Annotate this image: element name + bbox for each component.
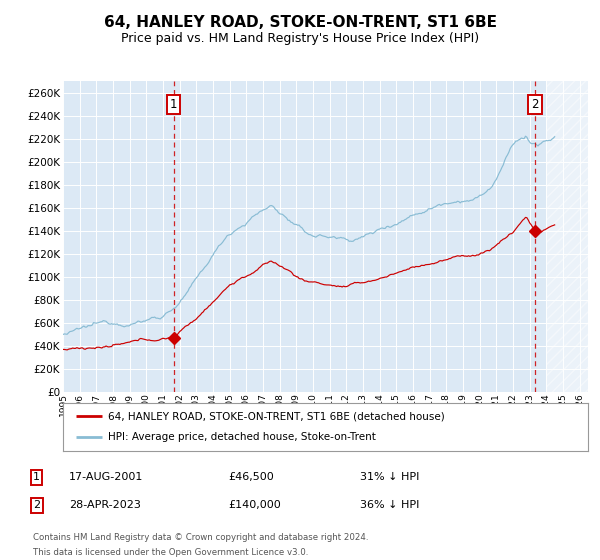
Text: HPI: Average price, detached house, Stoke-on-Trent: HPI: Average price, detached house, Stok… <box>107 432 376 442</box>
Text: 31% ↓ HPI: 31% ↓ HPI <box>360 472 419 482</box>
Text: 36% ↓ HPI: 36% ↓ HPI <box>360 500 419 510</box>
Text: 1: 1 <box>170 98 177 111</box>
Text: 2: 2 <box>33 500 40 510</box>
Text: 1: 1 <box>33 472 40 482</box>
Text: Contains HM Land Registry data © Crown copyright and database right 2024.: Contains HM Land Registry data © Crown c… <box>33 533 368 542</box>
Text: 2: 2 <box>532 98 539 111</box>
Text: 17-AUG-2001: 17-AUG-2001 <box>69 472 143 482</box>
Text: Price paid vs. HM Land Registry's House Price Index (HPI): Price paid vs. HM Land Registry's House … <box>121 32 479 45</box>
Text: £46,500: £46,500 <box>228 472 274 482</box>
Text: 28-APR-2023: 28-APR-2023 <box>69 500 141 510</box>
Text: 64, HANLEY ROAD, STOKE-ON-TRENT, ST1 6BE (detached house): 64, HANLEY ROAD, STOKE-ON-TRENT, ST1 6BE… <box>107 411 445 421</box>
Text: £140,000: £140,000 <box>228 500 281 510</box>
Text: This data is licensed under the Open Government Licence v3.0.: This data is licensed under the Open Gov… <box>33 548 308 557</box>
Bar <box>547 81 600 392</box>
Text: 64, HANLEY ROAD, STOKE-ON-TRENT, ST1 6BE: 64, HANLEY ROAD, STOKE-ON-TRENT, ST1 6BE <box>104 15 497 30</box>
